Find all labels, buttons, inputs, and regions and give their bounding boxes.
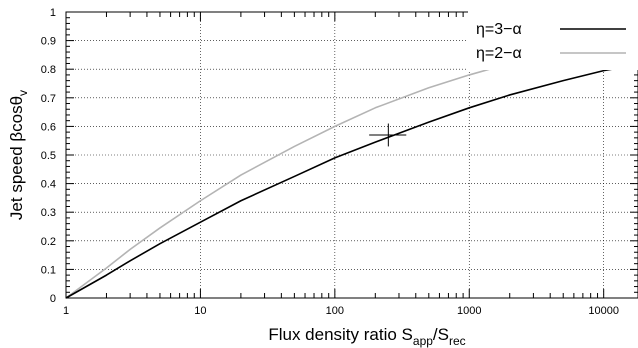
y-tick-label: 0.7 bbox=[41, 93, 56, 105]
y-tick-label: 0.1 bbox=[41, 264, 56, 276]
x-tick-label: 100 bbox=[326, 305, 344, 317]
curves bbox=[65, 39, 638, 299]
x-axis-label: Flux density ratio Sapp/Srec bbox=[268, 325, 465, 348]
legend-label-series-1: η=3−α bbox=[476, 21, 522, 38]
y-tick-label: 0 bbox=[50, 293, 56, 305]
y-tick-label: 0.9 bbox=[41, 36, 56, 48]
y-tick-label: 0.8 bbox=[41, 64, 56, 76]
legend-background bbox=[468, 6, 638, 70]
tick-labels: 0 0.1 0.2 0.3 0.4 0.5 0.6 0.7 0.8 0.9 1 1 10 100 1000 1… bbox=[41, 7, 619, 317]
x-tick-label: 1000 bbox=[457, 305, 481, 317]
data-marker bbox=[369, 123, 407, 147]
y-tick-label: 1 bbox=[50, 7, 56, 19]
y-axis-label: Jet speed βcosθv bbox=[7, 90, 30, 220]
y-tick-label: 0.3 bbox=[41, 207, 56, 219]
y-tick-label: 0.4 bbox=[41, 179, 56, 191]
series-line-1 bbox=[65, 64, 638, 299]
y-tick-label: 0.2 bbox=[41, 236, 56, 248]
legend-label-series-2: η=2−α bbox=[476, 45, 522, 62]
y-tick-label: 0.5 bbox=[41, 150, 56, 162]
grid bbox=[66, 12, 638, 298]
legend: η=3−α η=2−α bbox=[468, 6, 638, 70]
x-tick-label: 10000 bbox=[588, 305, 619, 317]
series-line-2 bbox=[65, 39, 638, 299]
x-tick-label: 10 bbox=[194, 305, 206, 317]
x-tick-label: 1 bbox=[63, 305, 69, 317]
y-tick-label: 0.6 bbox=[41, 121, 56, 133]
